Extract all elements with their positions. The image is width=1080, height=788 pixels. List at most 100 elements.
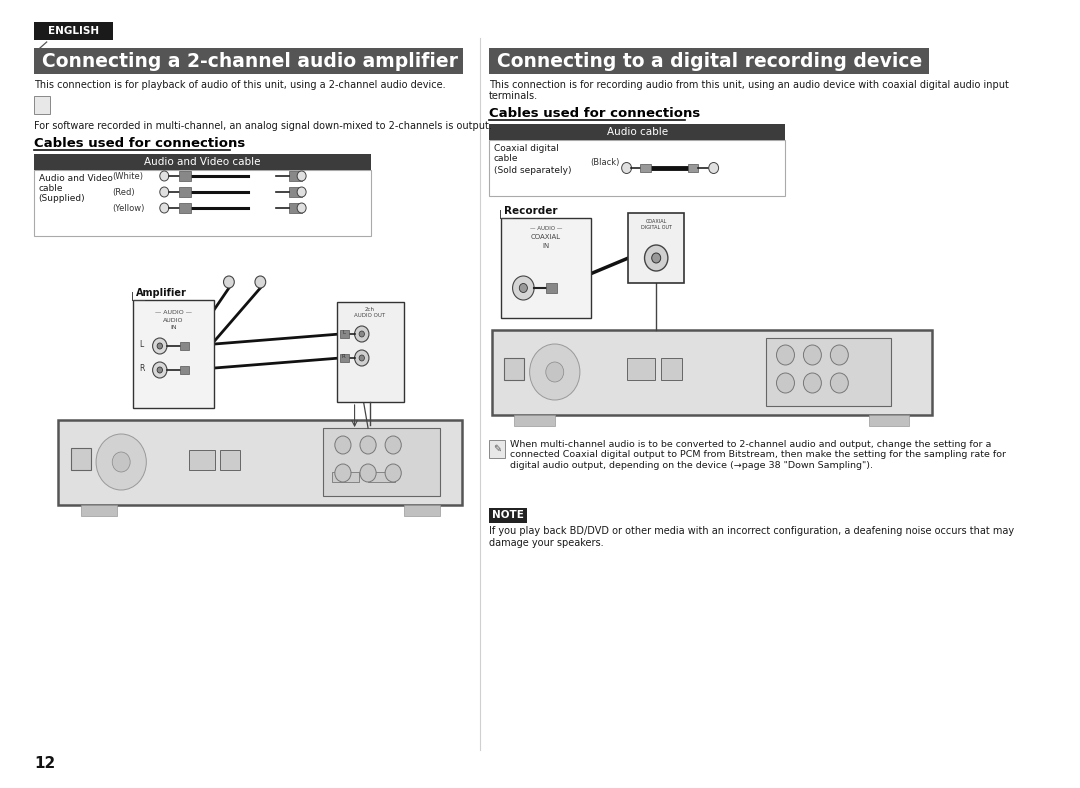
Text: — AUDIO —: — AUDIO —: [529, 226, 562, 231]
Text: cable: cable: [494, 154, 518, 163]
Bar: [504, 358, 524, 380]
Circle shape: [777, 373, 795, 393]
Bar: [35, 170, 370, 236]
Text: (Red): (Red): [112, 188, 135, 196]
Bar: [489, 440, 505, 458]
Circle shape: [651, 253, 661, 263]
Circle shape: [804, 345, 822, 365]
Text: (Sold separately): (Sold separately): [494, 166, 571, 175]
Circle shape: [112, 452, 131, 472]
Bar: [179, 342, 189, 350]
Text: (Supplied): (Supplied): [39, 194, 85, 203]
Bar: [491, 330, 932, 415]
Text: NOTE: NOTE: [492, 511, 524, 521]
Text: Audio cable: Audio cable: [607, 127, 667, 137]
Text: DIGITAL OUT: DIGITAL OUT: [640, 225, 672, 230]
Bar: [489, 48, 929, 74]
Circle shape: [529, 344, 580, 400]
Circle shape: [804, 373, 822, 393]
Bar: [340, 354, 349, 362]
Text: AUDIO: AUDIO: [163, 318, 184, 323]
Text: 12: 12: [35, 756, 55, 771]
Bar: [58, 420, 462, 505]
Circle shape: [360, 464, 376, 482]
Bar: [629, 213, 684, 283]
Circle shape: [335, 464, 351, 482]
Circle shape: [224, 276, 234, 288]
Circle shape: [359, 355, 364, 361]
Text: IN: IN: [542, 243, 550, 249]
Circle shape: [297, 171, 306, 181]
Text: L: L: [342, 330, 346, 335]
Bar: [289, 187, 301, 197]
Bar: [35, 154, 370, 170]
Bar: [514, 415, 555, 426]
Bar: [337, 302, 404, 402]
Circle shape: [160, 203, 168, 213]
Text: Connecting to a digital recording device: Connecting to a digital recording device: [497, 51, 922, 70]
Circle shape: [386, 436, 402, 454]
Bar: [289, 171, 301, 181]
Circle shape: [335, 436, 351, 454]
Circle shape: [545, 362, 564, 382]
Bar: [220, 450, 240, 470]
Bar: [368, 472, 395, 482]
Circle shape: [354, 350, 369, 366]
Bar: [489, 140, 785, 196]
Circle shape: [96, 434, 146, 490]
Text: Connecting a 2-channel audio amplifier: Connecting a 2-channel audio amplifier: [42, 51, 458, 70]
Text: Audio and Video: Audio and Video: [39, 174, 112, 183]
Text: R: R: [139, 364, 145, 373]
Text: Recorder: Recorder: [503, 206, 557, 216]
Text: ✎: ✎: [494, 444, 501, 454]
Text: This connection is for recording audio from this unit, using an audio device wit: This connection is for recording audio f…: [489, 80, 1009, 90]
Text: Cables used for connections: Cables used for connections: [35, 137, 245, 150]
Circle shape: [513, 276, 535, 300]
Text: R: R: [342, 354, 346, 359]
Bar: [71, 448, 91, 470]
Text: When multi-channel audio is to be converted to 2-channel audio and output, chang: When multi-channel audio is to be conver…: [510, 440, 1005, 470]
Text: cable: cable: [39, 184, 63, 193]
Text: ENGLISH: ENGLISH: [48, 26, 99, 36]
Bar: [35, 22, 113, 40]
Bar: [35, 96, 51, 114]
Text: damage your speakers.: damage your speakers.: [489, 538, 604, 548]
Bar: [489, 124, 785, 140]
Circle shape: [255, 276, 266, 288]
Bar: [178, 187, 191, 197]
Circle shape: [708, 162, 718, 173]
Bar: [178, 203, 191, 213]
Circle shape: [160, 187, 168, 197]
Text: COAXIAL: COAXIAL: [530, 234, 561, 240]
Bar: [626, 358, 656, 380]
Bar: [489, 508, 527, 523]
Circle shape: [831, 373, 848, 393]
Text: This connection is for playback of audio of this unit, using a 2-channel audio d: This connection is for playback of audio…: [35, 80, 446, 90]
Bar: [133, 300, 214, 408]
Bar: [766, 338, 891, 406]
Bar: [404, 505, 440, 516]
Bar: [323, 428, 440, 496]
Circle shape: [354, 326, 369, 342]
Bar: [545, 283, 556, 293]
Bar: [189, 450, 215, 470]
Text: terminals.: terminals.: [489, 91, 538, 101]
Text: Audio and Video cable: Audio and Video cable: [144, 157, 260, 167]
Circle shape: [645, 245, 667, 271]
Circle shape: [386, 464, 402, 482]
Circle shape: [297, 203, 306, 213]
Circle shape: [157, 367, 162, 373]
Circle shape: [157, 343, 162, 349]
Text: L: L: [139, 340, 144, 349]
Circle shape: [831, 345, 848, 365]
Bar: [35, 48, 463, 74]
Bar: [81, 505, 117, 516]
Bar: [340, 330, 349, 338]
Text: IN: IN: [170, 325, 176, 330]
Text: Coaxial digital: Coaxial digital: [494, 144, 558, 153]
Text: For software recorded in multi-channel, an analog signal down-mixed to 2-channel: For software recorded in multi-channel, …: [35, 121, 492, 131]
Text: (Yellow): (Yellow): [112, 203, 145, 213]
Text: (Black): (Black): [590, 158, 619, 166]
Bar: [333, 472, 359, 482]
Circle shape: [297, 187, 306, 197]
